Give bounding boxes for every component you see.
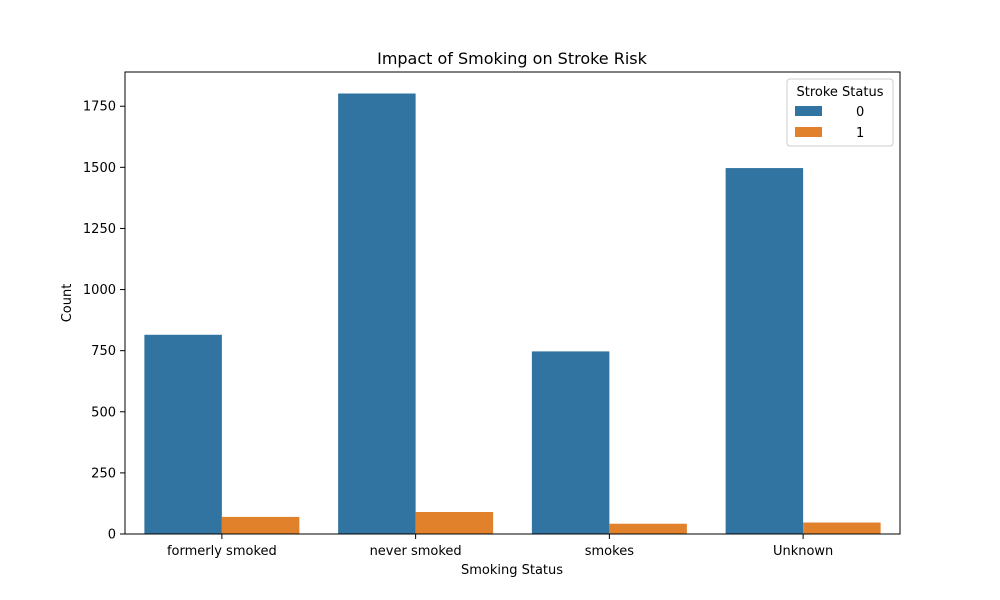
x-tick-label: formerly smoked bbox=[167, 544, 277, 559]
x-axis-ticks: formerly smoked never smoked smokes Unknown bbox=[167, 534, 833, 559]
legend-label-0: 0 bbox=[856, 105, 864, 120]
y-tick-label: 1500 bbox=[83, 161, 116, 176]
y-tick-label: 1000 bbox=[83, 283, 116, 298]
y-tick-label: 750 bbox=[91, 344, 116, 359]
bar-formerly-smoked-series-1 bbox=[221, 516, 300, 534]
bar-formerly-smoked-series-0 bbox=[144, 334, 222, 534]
bars-group bbox=[144, 93, 881, 535]
bar-unknown-series-0 bbox=[725, 168, 804, 535]
legend-title: Stroke Status bbox=[797, 85, 884, 100]
y-axis-label: Count bbox=[60, 284, 75, 323]
legend: Stroke Status 0 1 bbox=[786, 78, 894, 147]
bar-never-smoked-series-1 bbox=[415, 512, 494, 534]
x-tick-label: never smoked bbox=[370, 544, 462, 559]
y-tick-label: 250 bbox=[91, 466, 116, 481]
legend-swatch-1 bbox=[795, 127, 822, 137]
bar-never-smoked-series-0 bbox=[338, 93, 416, 534]
y-tick-label: 500 bbox=[91, 405, 116, 420]
y-axis-ticks: 0 250 500 750 1000 1250 1500 1750 bbox=[83, 100, 125, 543]
x-tick-label: Unknown bbox=[773, 544, 833, 559]
y-tick-label: 1750 bbox=[83, 100, 116, 115]
x-tick-label: smokes bbox=[585, 544, 634, 559]
legend-swatch-0 bbox=[795, 106, 822, 116]
bar-unknown-series-1 bbox=[803, 522, 881, 534]
y-tick-label: 0 bbox=[108, 528, 116, 543]
legend-label-1: 1 bbox=[856, 126, 864, 141]
y-tick-label: 1250 bbox=[83, 222, 116, 237]
plot-frame bbox=[124, 71, 901, 535]
x-axis-label: Smoking Status bbox=[461, 563, 563, 578]
bar-smokes-series-1 bbox=[609, 523, 687, 534]
bar-smokes-series-0 bbox=[531, 351, 610, 534]
chart-title: Impact of Smoking on Stroke Risk bbox=[377, 49, 648, 68]
